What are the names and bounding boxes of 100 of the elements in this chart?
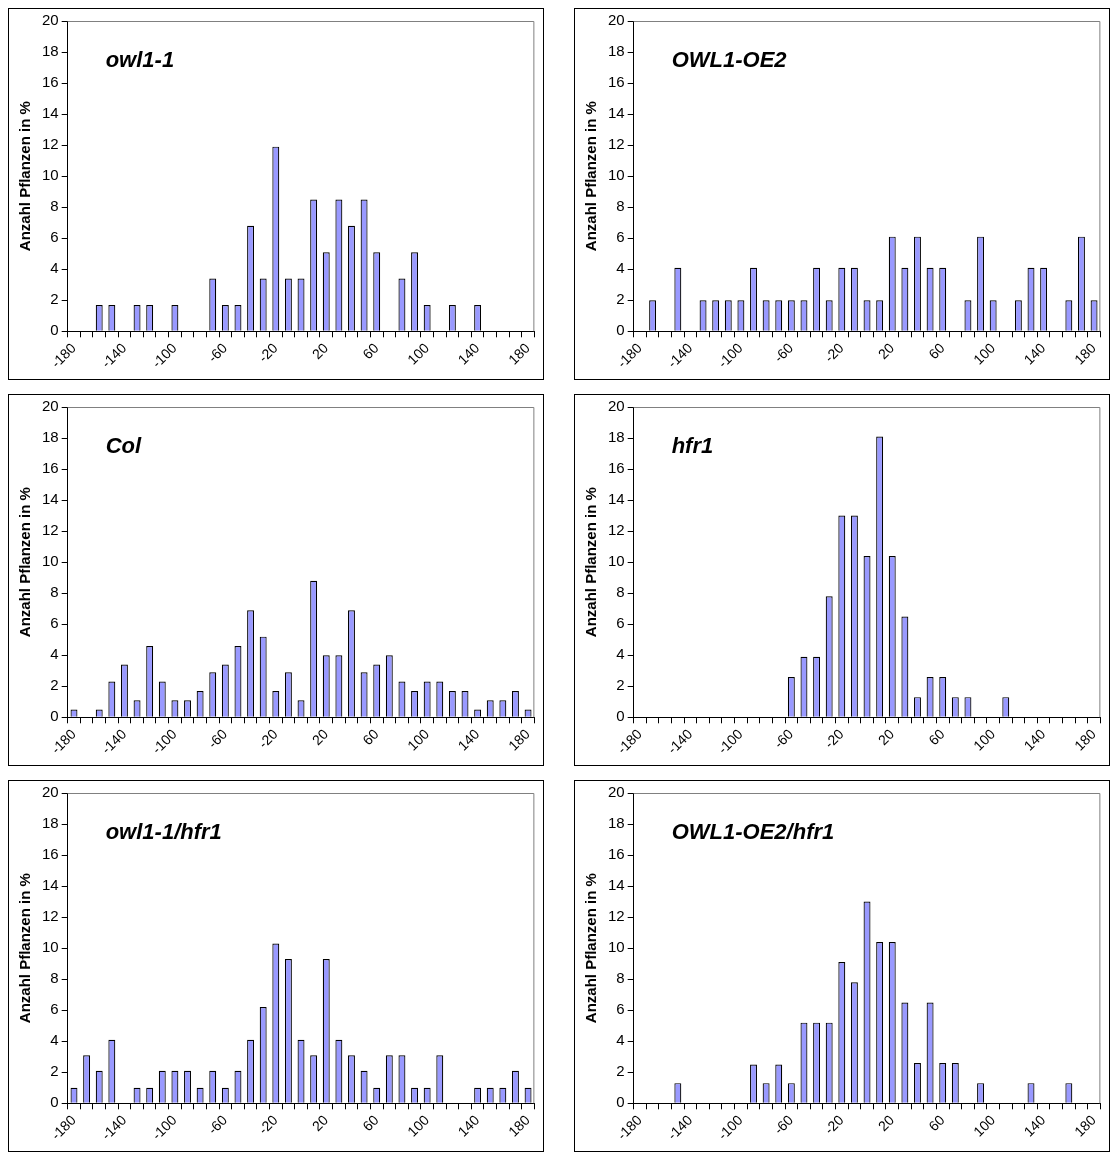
x-tick-label: -100 xyxy=(714,339,746,371)
y-tick-label: 6 xyxy=(616,614,625,632)
y-tick-label: 2 xyxy=(616,1062,625,1080)
x-tick-label: -180 xyxy=(47,339,79,371)
x-tick-label: -20 xyxy=(255,1111,281,1138)
text: owl1-1/hfr1 xyxy=(105,819,222,845)
text: OWL1-OE2 xyxy=(671,47,788,73)
y-tick-label: 14 xyxy=(42,490,59,508)
y-tick-label: 4 xyxy=(50,1031,59,1049)
y-tick-label: 8 xyxy=(50,583,59,601)
y-tick-label: 6 xyxy=(616,228,625,246)
x-tick-label: -20 xyxy=(255,725,281,752)
y-axis-title: Anzahl Pflanzen in % xyxy=(582,101,600,252)
y-tick-label: 14 xyxy=(608,104,625,122)
y-tick-label: 16 xyxy=(42,73,59,91)
y-tick-label: 2 xyxy=(616,676,625,694)
y-tick-label: 14 xyxy=(42,104,59,122)
x-tick-label: 140 xyxy=(454,1111,483,1140)
text: owl1-1 xyxy=(105,47,175,73)
x-tick-label: 140 xyxy=(1020,339,1049,368)
x-tick-label: -100 xyxy=(148,1111,180,1143)
y-tick-label: 16 xyxy=(608,73,625,91)
x-tick-label: 180 xyxy=(1071,339,1100,368)
y-axis-title: Anzahl Pflanzen in % xyxy=(16,487,34,638)
x-tick-label: -140 xyxy=(98,725,130,757)
y-tick-label: 2 xyxy=(50,290,59,308)
y-tick-label: 6 xyxy=(616,1000,625,1018)
y-tick-label: 16 xyxy=(608,459,625,477)
x-tick-label: -140 xyxy=(664,1111,696,1143)
y-axis-title: Anzahl Pflanzen in % xyxy=(16,873,34,1024)
y-tick-label: 16 xyxy=(42,845,59,863)
text: hfr1 xyxy=(671,433,714,459)
x-tick-label: 20 xyxy=(874,725,898,749)
y-tick-label: 18 xyxy=(42,814,59,832)
y-tick-label: 2 xyxy=(50,676,59,694)
y-tick-label: 20 xyxy=(608,783,625,801)
y-tick-label: 10 xyxy=(608,938,625,956)
x-tick-label: 180 xyxy=(505,725,534,754)
x-tick-label: -100 xyxy=(148,725,180,757)
x-tick-label: 20 xyxy=(874,339,898,363)
x-tick-label: -100 xyxy=(148,339,180,371)
x-tick-label: -20 xyxy=(255,339,281,366)
y-axis-title: Anzahl Pflanzen in % xyxy=(16,101,34,252)
x-tick-label: 20 xyxy=(874,1111,898,1135)
y-tick-label: 20 xyxy=(608,11,625,29)
y-tick-label: 0 xyxy=(50,321,59,339)
x-tick-label: -180 xyxy=(613,339,645,371)
x-tick-label: 60 xyxy=(925,339,948,363)
x-tick-label: -20 xyxy=(821,725,847,752)
x-tick-label: 20 xyxy=(308,339,332,363)
x-tick-label: 60 xyxy=(925,1111,948,1135)
y-tick-label: 8 xyxy=(616,969,625,987)
y-tick-label: 4 xyxy=(616,1031,625,1049)
y-tick-label: 10 xyxy=(608,552,625,570)
x-tick-label: -140 xyxy=(98,339,130,371)
y-tick-label: 10 xyxy=(42,938,59,956)
y-tick-label: 2 xyxy=(616,290,625,308)
x-tick-label: -140 xyxy=(664,725,696,757)
x-tick-label: 100 xyxy=(404,339,433,368)
x-tick-label: 60 xyxy=(359,725,382,749)
y-axis-title: Anzahl Pflanzen in % xyxy=(582,487,600,638)
x-tick-label: 100 xyxy=(970,339,999,368)
y-tick-label: 20 xyxy=(42,783,59,801)
x-tick-label: 100 xyxy=(404,725,433,754)
y-tick-label: 18 xyxy=(608,814,625,832)
y-tick-label: 8 xyxy=(50,197,59,215)
y-tick-label: 0 xyxy=(616,707,625,725)
x-tick-label: -180 xyxy=(613,725,645,757)
y-tick-label: 0 xyxy=(616,1093,625,1111)
y-tick-label: 0 xyxy=(616,321,625,339)
y-tick-label: 18 xyxy=(608,428,625,446)
x-tick-label: 20 xyxy=(308,725,332,749)
x-tick-label: -60 xyxy=(204,339,231,366)
y-tick-label: 4 xyxy=(50,645,59,663)
y-tick-label: 4 xyxy=(50,259,59,277)
x-tick-label: 140 xyxy=(454,339,483,368)
x-tick-label: -180 xyxy=(47,725,79,757)
x-tick-label: -100 xyxy=(714,1111,746,1143)
x-tick-label: 60 xyxy=(925,725,948,749)
y-tick-label: 18 xyxy=(608,42,625,60)
x-tick-label: -140 xyxy=(98,1111,130,1143)
y-tick-label: 4 xyxy=(616,259,625,277)
y-tick-label: 10 xyxy=(42,166,59,184)
y-tick-label: 14 xyxy=(608,876,625,894)
x-tick-label: -20 xyxy=(821,1111,847,1138)
x-tick-label: 180 xyxy=(1071,1111,1100,1140)
y-tick-label: 8 xyxy=(616,197,625,215)
y-tick-label: 16 xyxy=(608,845,625,863)
text: Col xyxy=(105,433,143,459)
y-tick-label: 0 xyxy=(50,707,59,725)
x-tick-label: 180 xyxy=(505,339,534,368)
x-tick-label: -20 xyxy=(821,339,847,366)
x-tick-label: 100 xyxy=(404,1111,433,1140)
y-tick-label: 12 xyxy=(42,135,59,153)
y-tick-label: 12 xyxy=(42,521,59,539)
y-tick-label: 6 xyxy=(50,228,59,246)
y-tick-label: 6 xyxy=(50,1000,59,1018)
y-tick-label: 12 xyxy=(608,135,625,153)
x-tick-label: 140 xyxy=(1020,1111,1049,1140)
x-tick-label: -100 xyxy=(714,725,746,757)
